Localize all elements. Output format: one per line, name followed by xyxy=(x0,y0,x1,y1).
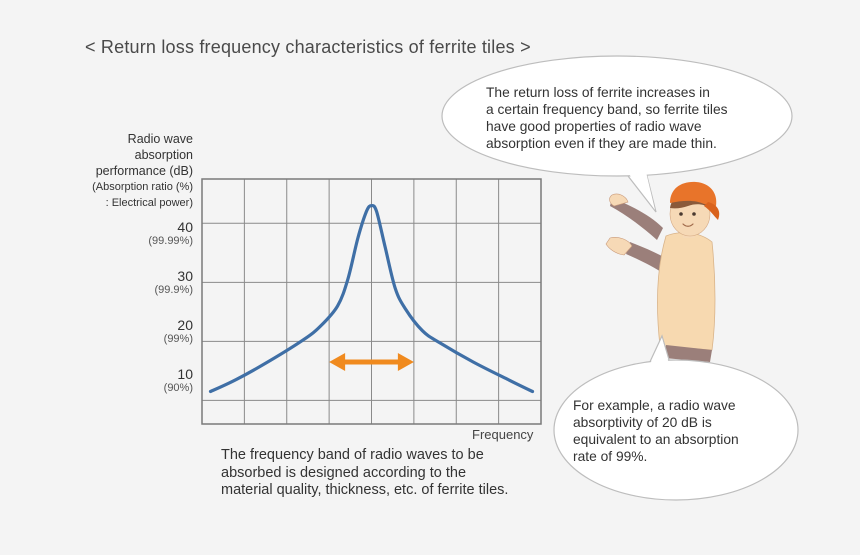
character-pants xyxy=(664,345,712,362)
speech-bubble-line: The return loss of ferrite increases in xyxy=(486,85,710,100)
speech-bubble-line: rate of 99%. xyxy=(573,449,648,464)
speech-bubble-line: a certain frequency band, so ferrite til… xyxy=(486,102,728,117)
y-tick-label: 30 xyxy=(177,268,193,284)
arrow-head-left xyxy=(329,353,346,372)
page-title: < Return loss frequency characteristics … xyxy=(85,37,531,57)
y-tick-sublabel: (90%) xyxy=(163,382,193,394)
speech-bubble-line: absorption even if they are made thin. xyxy=(486,136,717,151)
character-hand-upper xyxy=(609,193,629,207)
speech-bubble-body xyxy=(441,55,793,177)
x-axis-label: Frequency xyxy=(472,427,534,442)
speech-bubble-tail-fill xyxy=(650,338,670,368)
y-axis-label-line: absorption xyxy=(134,148,193,162)
character-cap-brim xyxy=(704,202,720,220)
speech-bubble-bottom-text: For example, a radio wave absorptivity o… xyxy=(573,397,773,465)
character-eye xyxy=(679,212,683,216)
y-tick-label: 20 xyxy=(177,317,193,333)
speech-bubble-line: absorptivity of 20 dB is xyxy=(573,415,712,430)
frequency-band-arrow xyxy=(329,353,414,372)
speech-bubble-top-text: The return loss of ferrite increases in … xyxy=(486,84,776,152)
y-tick-sublabel: (99%) xyxy=(163,333,193,345)
y-tick-sublabel: (99.99%) xyxy=(148,235,193,247)
character-hand-lower xyxy=(605,237,633,256)
y-tick-20: 20 (99%) xyxy=(164,318,193,346)
speech-bubble-line: equivalent to an absorption xyxy=(573,432,739,447)
character-shirt xyxy=(657,232,716,351)
speech-bubble-bottom xyxy=(553,334,799,501)
y-tick-30: 30 (99.9%) xyxy=(154,269,193,297)
character-cap xyxy=(670,181,717,206)
y-axis-label: Radio wave absorption performance (dB) (… xyxy=(92,131,193,211)
speech-bubble-body xyxy=(553,359,799,501)
character-illustration xyxy=(605,181,720,362)
character-upper-arm xyxy=(610,198,663,240)
arrow-head-right xyxy=(397,353,414,372)
speech-bubble-line: have good properties of radio wave xyxy=(486,119,702,134)
y-axis-sublabel-line: (Absorption ratio (%) xyxy=(92,181,193,193)
y-axis-sublabel-line: : Electrical power) xyxy=(105,197,193,209)
chart-frame xyxy=(201,178,542,425)
speech-bubble-tail-fill xyxy=(629,172,655,210)
chart-grid xyxy=(202,179,541,424)
chart-caption: The frequency band of radio waves to be … xyxy=(221,447,509,498)
character-mouth xyxy=(682,223,694,227)
speech-bubble-line: For example, a radio wave xyxy=(573,398,736,413)
y-tick-sublabel: (99.9%) xyxy=(154,284,193,296)
return-loss-curve xyxy=(208,203,535,394)
y-tick-10: 10 (90%) xyxy=(164,367,193,395)
character-eye xyxy=(692,212,696,216)
speech-bubble-top xyxy=(441,55,793,213)
y-axis-label-line: Radio wave xyxy=(127,132,193,146)
y-tick-label: 40 xyxy=(177,219,193,235)
y-tick-40: 40 (99.99%) xyxy=(148,220,193,248)
y-axis-label-line: performance (dB) xyxy=(95,164,193,178)
y-tick-label: 10 xyxy=(177,366,193,382)
